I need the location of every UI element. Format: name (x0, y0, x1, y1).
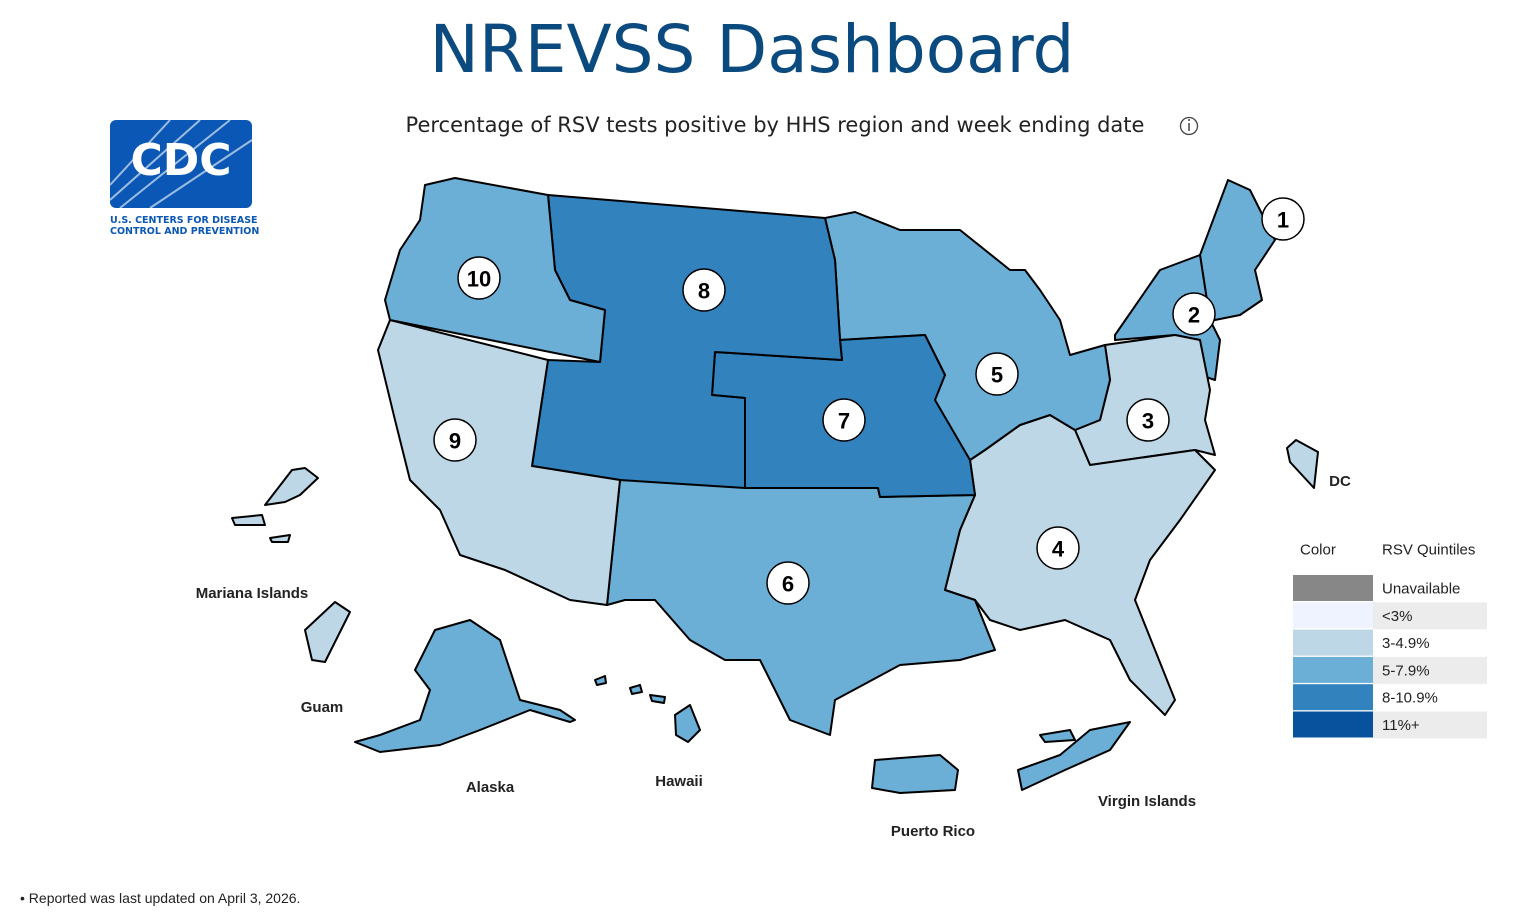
territory[interactable] (231, 467, 319, 543)
legend-label: 11%+ (1382, 717, 1420, 734)
badge-circle (1172, 292, 1216, 336)
legend-swatch (1293, 684, 1373, 711)
title: NREVSS Dashboard (430, 11, 1075, 88)
territory[interactable] (1286, 439, 1319, 489)
legend-label: <3% (1382, 608, 1412, 625)
logo-mark: CDC (130, 135, 231, 186)
legend-swatch (1293, 602, 1373, 629)
region-label: 6 (782, 572, 794, 597)
legend-header: RSV Quintiles (1382, 542, 1475, 559)
territory[interactable] (354, 619, 576, 753)
region-label: 7 (838, 409, 850, 434)
legend-label: Unavailable (1382, 581, 1460, 598)
hhs-region[interactable] (1114, 254, 1221, 381)
badge-circle (682, 268, 726, 312)
region-badge: 7 (822, 398, 866, 442)
legend-swatch (1293, 656, 1373, 683)
region-badge: 6 (766, 561, 810, 605)
legend-label: 8-10.9% (1382, 690, 1438, 707)
region-label: 9 (449, 429, 461, 454)
region-badge: 10 (457, 256, 501, 300)
region-badge: 3 (1126, 398, 1170, 442)
badge-circle (1126, 398, 1170, 442)
territory-name: Alaska (466, 779, 515, 796)
region-badge: 8 (682, 268, 726, 312)
badge-circle (1261, 197, 1305, 241)
footnote: • Reported was last updated on April 3, … (20, 890, 300, 906)
info-icon[interactable] (1179, 116, 1199, 136)
region-badge: 9 (433, 418, 477, 462)
logo-line: U.S. CENTERS FOR DISEASE (110, 215, 258, 226)
region-label: 3 (1142, 409, 1154, 434)
badge-circle (822, 398, 866, 442)
legend-header: Color (1300, 542, 1336, 559)
legend-swatch (1293, 711, 1373, 738)
region-label: 2 (1188, 303, 1200, 328)
subtitle: Percentage of RSV tests positive by HHS … (406, 113, 1145, 137)
legend-swatch (1293, 629, 1373, 656)
legend-row-bg (1373, 711, 1487, 739)
hhs-region[interactable] (944, 414, 1216, 716)
region-labels: 1 2 3 4 5 6 7 8 9 10 (433, 197, 1305, 605)
badge-circle (766, 561, 810, 605)
territory-name: Puerto Rico (891, 823, 975, 840)
hhs-region[interactable] (606, 479, 996, 736)
legend-swatch (1293, 575, 1373, 601)
region-badge: 5 (975, 352, 1019, 396)
logo-line: CONTROL AND PREVENTION (110, 226, 259, 237)
region-label: 8 (698, 279, 710, 304)
territory-name: Virgin Islands (1098, 793, 1196, 810)
legend-row-bg (1373, 602, 1487, 630)
region-label: 4 (1052, 537, 1065, 562)
territory-name: Hawaii (655, 773, 703, 790)
badge-circle (975, 352, 1019, 396)
legend-row-bg (1373, 656, 1487, 684)
region-label: 5 (991, 363, 1003, 388)
territory-name: DC (1329, 473, 1351, 490)
badge-circle (1036, 526, 1080, 570)
legend-label: 3-4.9% (1382, 635, 1430, 652)
territory[interactable] (871, 754, 959, 794)
hhs-region[interactable] (1199, 179, 1276, 321)
legend: Color RSV Quintiles Unavailable <3% 3-4.9%… (1293, 542, 1487, 739)
cdc-logo: CDC U.S. CENTERS FOR DISEASE CONTROL AND… (109, 119, 259, 237)
territory-name: Mariana Islands (196, 585, 309, 602)
territory-name: Guam (301, 699, 344, 716)
legend-label: 5-7.9% (1382, 662, 1430, 679)
territory[interactable] (594, 675, 701, 743)
region-label: 10 (467, 267, 491, 292)
region-label: 1 (1277, 208, 1289, 233)
territory[interactable] (304, 601, 351, 663)
badge-circle (457, 256, 501, 300)
region-badge: 4 (1036, 526, 1080, 570)
hhs-region[interactable] (377, 319, 621, 606)
us-map (231, 177, 1319, 794)
region-badge: 1 (1261, 197, 1305, 241)
territory[interactable] (1017, 721, 1131, 791)
badge-circle (433, 418, 477, 462)
region-badge: 2 (1172, 292, 1216, 336)
